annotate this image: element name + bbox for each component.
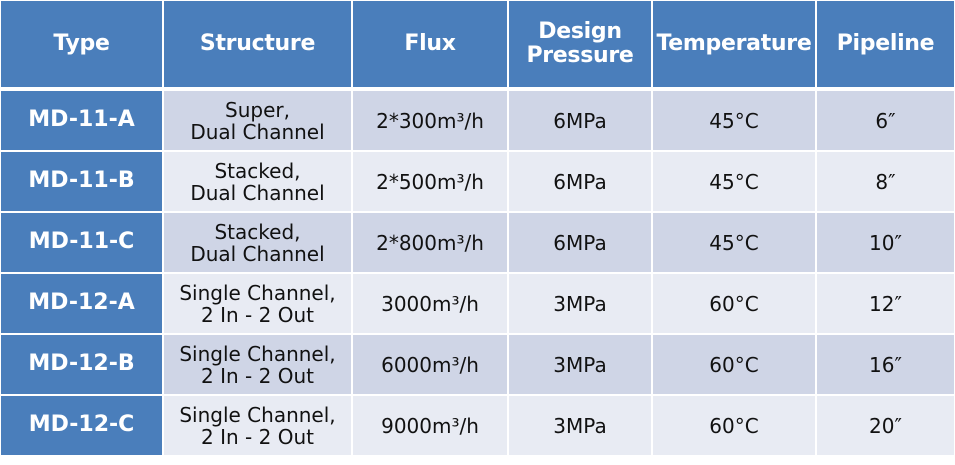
data-cell: 3000m³/h bbox=[353, 274, 507, 333]
table-body: MD-11-A Super, Dual Channel 2*300m³/h 6MPa 4… bbox=[1, 91, 954, 455]
data-cell: 12″ bbox=[817, 274, 954, 333]
data-cell: Single Channel, 2 In - 2 Out bbox=[164, 396, 351, 455]
data-cell: 60°C bbox=[653, 396, 815, 455]
data-cell: Super, Dual Channel bbox=[164, 91, 351, 150]
data-cell: 60°C bbox=[653, 335, 815, 394]
type-cell: MD-11-C bbox=[1, 213, 162, 272]
data-cell: 3MPa bbox=[509, 274, 651, 333]
data-cell: 8″ bbox=[817, 152, 954, 211]
spec-table: Type Structure Flux Design Pressure Temperat… bbox=[1, 1, 954, 455]
header-row: Type Structure Flux Design Pressure Temperat… bbox=[1, 1, 954, 87]
data-cell: 45°C bbox=[653, 213, 815, 272]
data-cell: Single Channel, 2 In - 2 Out bbox=[164, 335, 351, 394]
data-cell: 6000m³/h bbox=[353, 335, 507, 394]
data-cell: 45°C bbox=[653, 152, 815, 211]
data-cell: 20″ bbox=[817, 396, 954, 455]
data-cell: 10″ bbox=[817, 213, 954, 272]
data-cell: 6MPa bbox=[509, 152, 651, 211]
data-cell: Single Channel, 2 In - 2 Out bbox=[164, 274, 351, 333]
type-cell: MD-11-A bbox=[1, 91, 162, 150]
data-cell: 45°C bbox=[653, 91, 815, 150]
header-cell: Type bbox=[1, 1, 162, 87]
type-cell: MD-11-B bbox=[1, 152, 162, 211]
data-cell: 2*500m³/h bbox=[353, 152, 507, 211]
data-cell: 6MPa bbox=[509, 91, 651, 150]
data-cell: Stacked, Dual Channel bbox=[164, 152, 351, 211]
data-cell: 6″ bbox=[817, 91, 954, 150]
data-cell: 3MPa bbox=[509, 335, 651, 394]
data-cell: 2*800m³/h bbox=[353, 213, 507, 272]
data-cell: 60°C bbox=[653, 274, 815, 333]
header-cell: Design Pressure bbox=[509, 1, 651, 87]
data-cell: 6MPa bbox=[509, 213, 651, 272]
type-cell: MD-12-A bbox=[1, 274, 162, 333]
header-cell: Temperature bbox=[653, 1, 815, 87]
header-cell: Flux bbox=[353, 1, 507, 87]
type-cell: MD-12-C bbox=[1, 396, 162, 455]
data-cell: 9000m³/h bbox=[353, 396, 507, 455]
data-cell: 2*300m³/h bbox=[353, 91, 507, 150]
data-cell: 3MPa bbox=[509, 396, 651, 455]
data-cell: Stacked, Dual Channel bbox=[164, 213, 351, 272]
data-cell: 16″ bbox=[817, 335, 954, 394]
type-cell: MD-12-B bbox=[1, 335, 162, 394]
header-cell: Structure bbox=[164, 1, 351, 87]
header-cell: Pipeline bbox=[817, 1, 954, 87]
